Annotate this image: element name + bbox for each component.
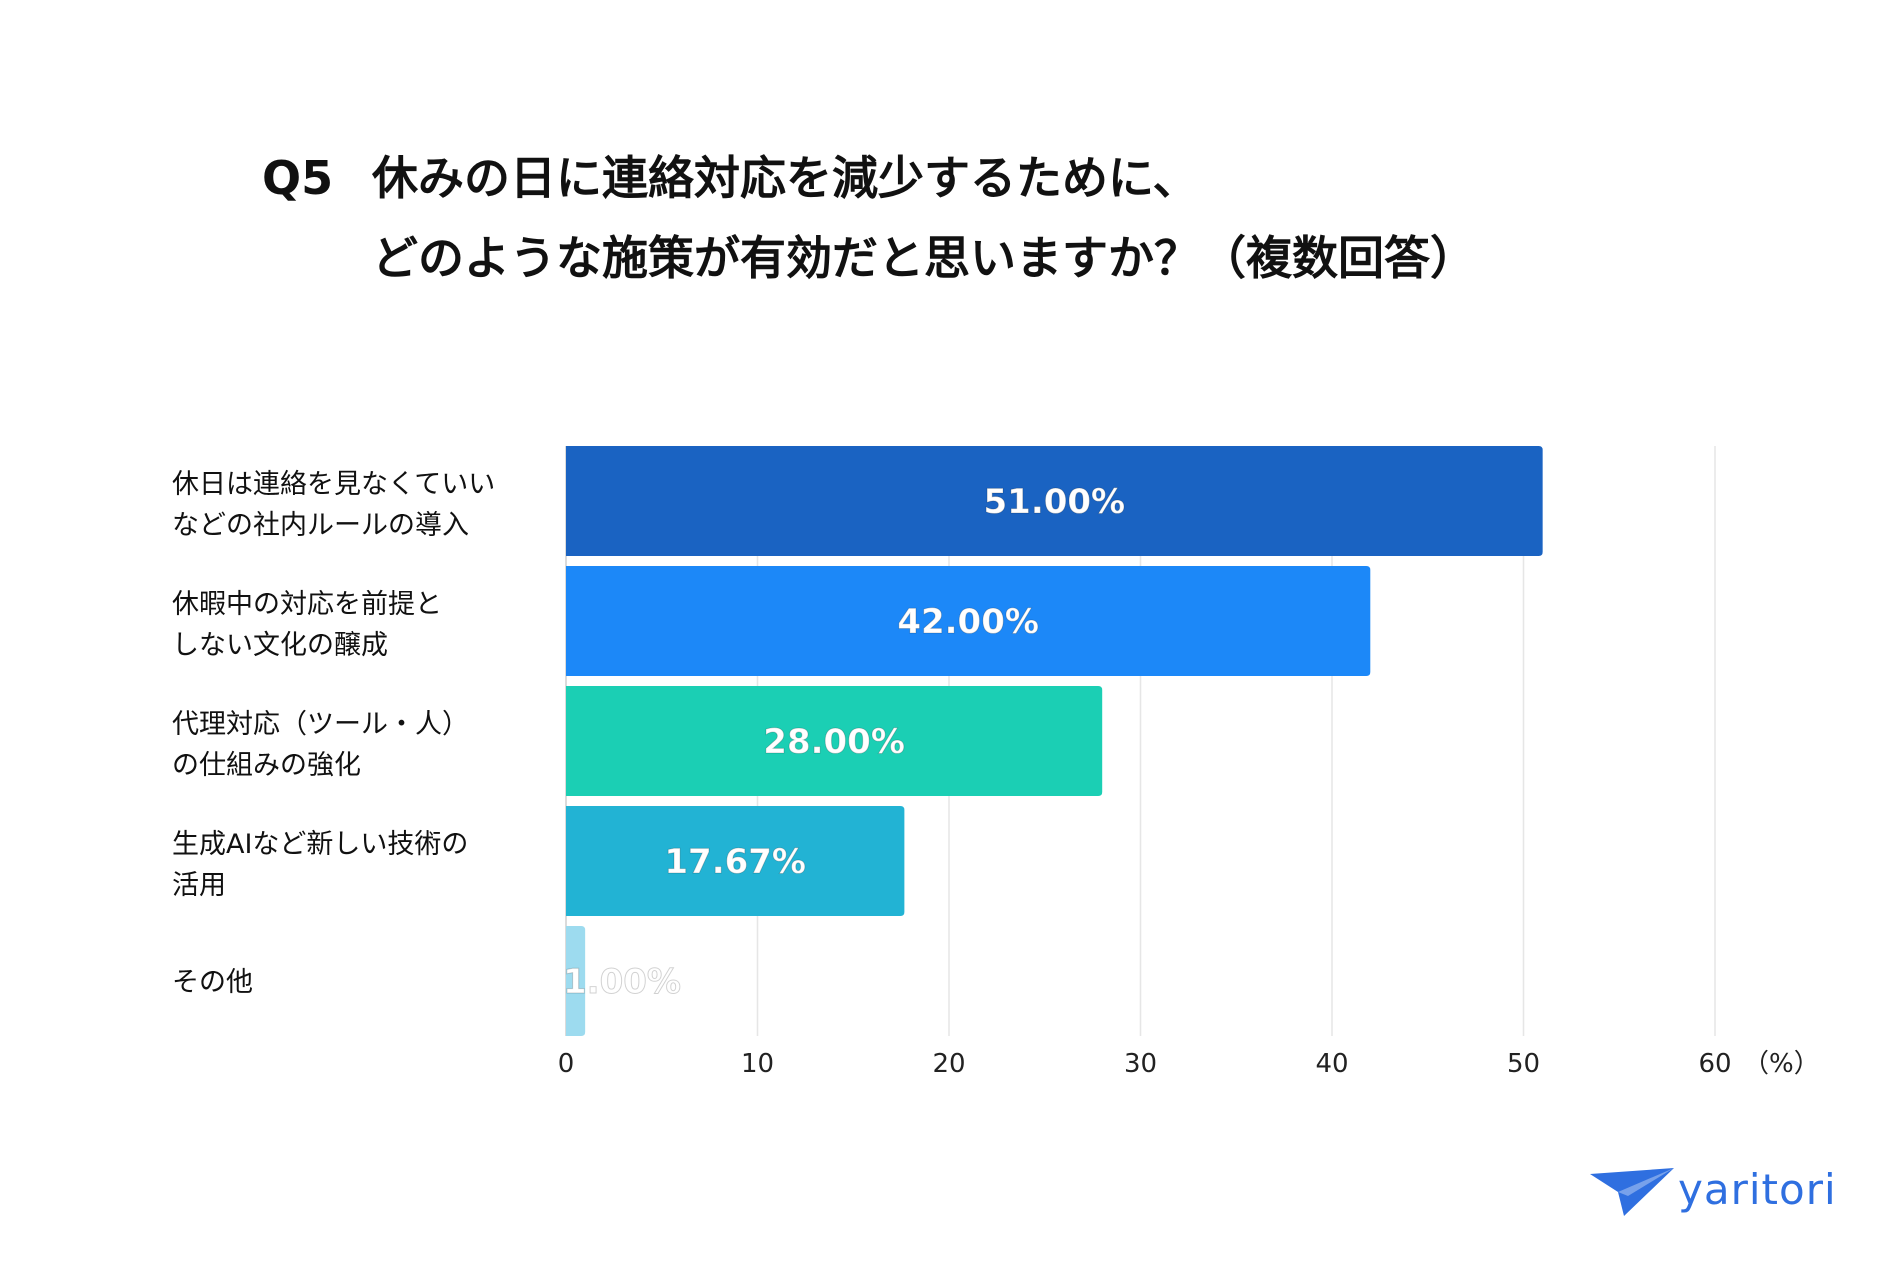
x-axis-unit: （%） bbox=[1743, 1049, 1820, 1079]
data-label: 1.00% bbox=[563, 962, 681, 1002]
data-label: 42.00% bbox=[897, 602, 1039, 642]
category-label: 代理対応（ツール・人） bbox=[172, 709, 469, 740]
title-line-1: 休みの日に連絡対応を減少するために、 bbox=[372, 151, 1199, 205]
chart-title: Q5 休みの日に連絡対応を減少するために、 どのような施策が有効だと思いますか？（… bbox=[262, 138, 1476, 298]
category-label: 休日は連絡を見なくていい bbox=[172, 469, 495, 500]
data-label: 28.00% bbox=[763, 722, 905, 762]
x-tick-label: 10 bbox=[741, 1049, 774, 1079]
x-tick-label: 40 bbox=[1315, 1049, 1348, 1079]
title-line-2: どのような施策が有効だと思いますか？（複数回答） bbox=[372, 231, 1476, 285]
bar bbox=[566, 566, 1371, 676]
bar bbox=[566, 686, 1103, 796]
category-label: しない文化の醸成 bbox=[172, 630, 388, 661]
x-tick-label: 50 bbox=[1507, 1049, 1540, 1079]
bars: 51.00% 42.00% 28.00% 17.67% 1.00% bbox=[563, 446, 1543, 1036]
paper-plane-icon bbox=[1590, 1168, 1674, 1216]
x-tick-label: 60 bbox=[1698, 1049, 1731, 1079]
x-tick-label: 20 bbox=[932, 1049, 965, 1079]
logo-text: yaritori bbox=[1678, 1165, 1837, 1214]
category-label: などの社内ルールの導入 bbox=[172, 510, 469, 541]
x-tick-label: 0 bbox=[558, 1049, 575, 1079]
category-label: 休暇中の対応を前提と bbox=[172, 589, 442, 620]
x-axis-tick-labels: 0 10 20 30 40 50 60 （%） bbox=[558, 1049, 1820, 1079]
bar bbox=[566, 926, 586, 1036]
bar bbox=[566, 446, 1543, 556]
data-label: 51.00% bbox=[984, 482, 1126, 522]
category-label: の仕組みの強化 bbox=[172, 750, 361, 781]
yaritori-logo: yaritori bbox=[1588, 1162, 1848, 1222]
bar bbox=[566, 806, 905, 916]
x-tick-label: 30 bbox=[1124, 1049, 1157, 1079]
category-label: その他 bbox=[172, 967, 253, 998]
category-label: 生成AIなど新しい技術の bbox=[172, 829, 468, 860]
category-label: 活用 bbox=[172, 870, 226, 901]
category-labels: 休日は連絡を見なくていいなどの社内ルールの導入休暇中の対応を前提としない文化の醸… bbox=[172, 469, 495, 998]
question-number: Q5 bbox=[262, 151, 334, 205]
data-label: 17.67% bbox=[664, 842, 806, 882]
